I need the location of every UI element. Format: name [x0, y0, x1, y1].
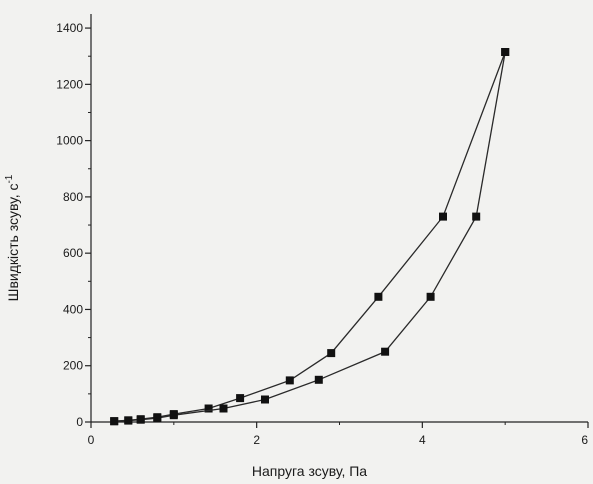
series-2-point [153, 414, 162, 423]
series-1-point [236, 394, 245, 403]
series-2-point [124, 416, 133, 425]
series-1-line [114, 51, 506, 422]
y-tick-label: 800 [63, 190, 83, 204]
series-2-point [501, 48, 510, 56]
series-2-line [114, 51, 506, 422]
series-2-point [110, 417, 119, 426]
series-2-point [472, 212, 481, 221]
y-axis-title: Швидкість зсуву, с-1 [4, 174, 21, 301]
x-tick-label: 4 [419, 433, 426, 447]
series-2-point [136, 415, 145, 424]
x-axis-title: Напруга зсуву, Па [252, 463, 367, 479]
series-2-point [314, 375, 323, 384]
series-1-point [374, 292, 383, 301]
series-1-point [439, 212, 447, 221]
y-tick-label: 600 [63, 246, 83, 260]
series-2-point [261, 395, 269, 404]
y-tick-label: 1400 [56, 21, 83, 35]
y-axis-title-superscript: -1 [4, 174, 15, 183]
y-tick-label: 200 [63, 359, 83, 373]
y-tick-label: 1200 [56, 77, 83, 91]
x-tick-label: 0 [88, 433, 95, 447]
series-2-point [426, 292, 435, 301]
series-2-point [219, 404, 228, 413]
axes: 0 200 400 600 800 1000 1200 1400 0 2 4 6 [56, 14, 589, 447]
x-tick-label: 2 [253, 433, 260, 447]
x-tick-label: 6 [581, 433, 588, 447]
series-1-point [204, 404, 213, 413]
series-2-point [169, 411, 178, 420]
y-axis-title-main: Швидкість зсуву, с [5, 184, 21, 302]
series-layer [110, 48, 510, 426]
y-tick-label: 1000 [56, 134, 83, 148]
series-1-point [327, 349, 336, 358]
series-2-point [381, 347, 390, 356]
y-tick-label: 400 [63, 302, 83, 316]
y-tick-label: 0 [76, 415, 83, 429]
series-1-point [285, 376, 294, 385]
